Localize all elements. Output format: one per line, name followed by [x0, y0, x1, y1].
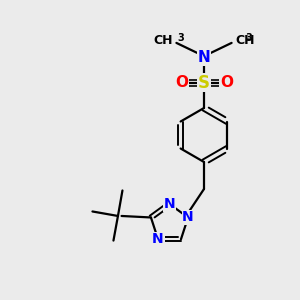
Text: CH: CH [153, 34, 173, 47]
Text: N: N [198, 50, 210, 65]
Text: O: O [175, 75, 188, 90]
Text: O: O [220, 75, 233, 90]
Text: CH: CH [235, 34, 255, 47]
Text: S: S [198, 74, 210, 92]
Text: N: N [152, 232, 164, 246]
Text: N: N [164, 197, 175, 211]
Text: 3: 3 [245, 33, 252, 43]
Text: N: N [182, 211, 194, 224]
Text: 3: 3 [178, 33, 184, 43]
